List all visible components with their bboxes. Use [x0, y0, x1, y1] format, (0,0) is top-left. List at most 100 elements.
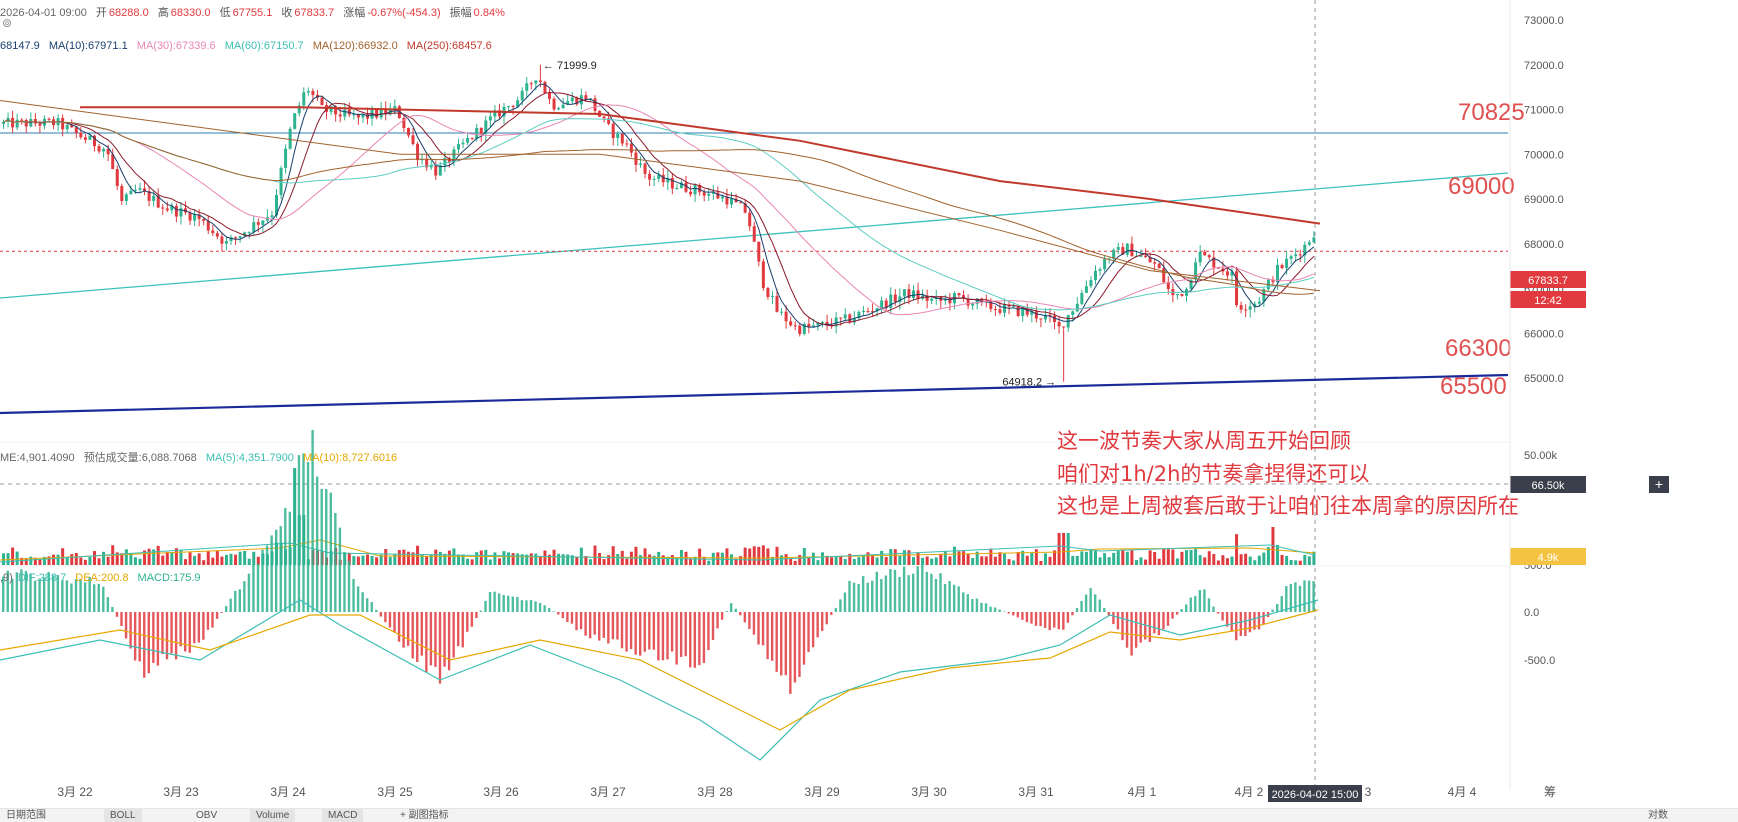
- macd-bar: [907, 575, 909, 612]
- macd-bar: [612, 612, 614, 639]
- macd-bar: [393, 612, 395, 632]
- volume-bar: [830, 557, 833, 565]
- candle-body: [302, 92, 305, 105]
- candle-body: [375, 110, 378, 118]
- candle-body: [462, 143, 465, 144]
- macd-bar: [675, 612, 677, 665]
- macd-bar: [766, 612, 768, 659]
- volume-bar: [1135, 560, 1138, 565]
- macd-bar: [953, 585, 955, 612]
- candle-body: [807, 324, 810, 327]
- macd-bar: [207, 612, 209, 630]
- candle-body: [1194, 262, 1197, 279]
- tab-date-range[interactable]: 日期范围: [6, 809, 46, 822]
- macd-bar: [716, 612, 718, 628]
- candle-body: [721, 196, 724, 198]
- macd-bar: [571, 612, 573, 624]
- candle-body: [1203, 252, 1206, 255]
- macd-bar: [1276, 604, 1278, 612]
- macd-bar: [348, 561, 350, 612]
- add-indicator-button[interactable]: + 副图指标: [400, 809, 449, 822]
- macd-bar: [407, 612, 409, 646]
- macd-bar: [252, 565, 254, 612]
- macd-bar: [971, 599, 973, 612]
- candle-body: [234, 237, 237, 238]
- candle-body: [1094, 271, 1097, 280]
- volume-bar: [243, 551, 246, 565]
- candle-body: [321, 98, 324, 105]
- tab-boll[interactable]: BOLL: [104, 809, 142, 822]
- volume-bar: [434, 550, 437, 565]
- candle-body: [471, 138, 474, 139]
- volume-bar: [184, 559, 187, 565]
- volume-bar: [562, 554, 565, 565]
- macd-bar: [521, 600, 523, 612]
- candle-body: [1017, 306, 1020, 316]
- candle-body: [994, 309, 997, 310]
- eye-icon[interactable]: ⊚: [2, 16, 12, 30]
- volume-bar: [1208, 551, 1211, 565]
- macd-bar: [134, 612, 136, 661]
- macd-bar: [898, 577, 900, 612]
- candle-body: [152, 196, 155, 201]
- volume-bar: [1049, 557, 1052, 565]
- candle-body: [34, 119, 37, 124]
- macd-bar: [1112, 612, 1114, 624]
- candle-body: [971, 304, 974, 306]
- volume-bar: [885, 557, 888, 565]
- candle-body: [280, 168, 283, 195]
- bar-date: 2026-04-01 09:00: [0, 7, 87, 19]
- candle-body: [1240, 305, 1243, 310]
- volume-bar: [211, 558, 214, 565]
- volume-bar: [1012, 560, 1015, 565]
- volume-bar: [716, 552, 719, 565]
- macd-bar: [739, 612, 741, 615]
- tab-macd[interactable]: MACD: [322, 809, 363, 822]
- macd-bar: [493, 592, 495, 612]
- macd-bar: [507, 596, 509, 612]
- price-tick: 66000.0: [1524, 328, 1564, 340]
- level-66300-label: 66300: [1445, 335, 1512, 362]
- volume-bar: [93, 551, 96, 565]
- candle-body: [630, 143, 633, 152]
- volume-bar: [967, 554, 970, 565]
- ma-readout: 68147.9 MA(10):67971.1 MA(30):67339.6 MA…: [0, 40, 498, 52]
- candle-body: [66, 125, 69, 129]
- candle-body: [739, 202, 742, 203]
- macd-bar: [193, 612, 195, 643]
- candle-body: [748, 213, 751, 227]
- macd-bar: [930, 574, 932, 612]
- volume-bar: [935, 557, 938, 565]
- candle-body: [653, 179, 656, 180]
- candle-body: [139, 188, 142, 189]
- macd-bar: [1126, 612, 1128, 648]
- macd-bar: [425, 612, 427, 672]
- candle-body: [1117, 247, 1120, 250]
- macd-bar: [1094, 594, 1096, 612]
- candle-body: [1103, 259, 1106, 269]
- macd-bar: [325, 489, 327, 612]
- candle-body: [407, 128, 410, 135]
- macd-bar: [830, 612, 832, 615]
- macd-bar: [170, 612, 172, 653]
- volume-bar: [1185, 550, 1188, 565]
- volume-bar: [725, 548, 728, 565]
- volume-bar: [480, 551, 483, 565]
- macd-bar: [125, 612, 127, 638]
- volume-bar: [1158, 559, 1161, 565]
- volume-bar: [1276, 545, 1279, 565]
- vol-ma5-value: MA(5):4,351.7900: [206, 452, 294, 464]
- candle-body: [1099, 269, 1102, 271]
- volume-bar: [812, 553, 815, 565]
- candle-body: [248, 232, 251, 233]
- tab-obv[interactable]: OBV: [196, 809, 217, 822]
- countdown-label: 12:42: [1534, 295, 1562, 307]
- volume-bar: [366, 555, 369, 565]
- volume-bar: [1194, 549, 1197, 565]
- macd-tick: -500.0: [1524, 655, 1555, 667]
- macd-bar: [1117, 612, 1119, 629]
- macd-bar: [634, 612, 636, 655]
- tab-volume[interactable]: Volume: [250, 809, 295, 822]
- log-scale-toggle[interactable]: 对数: [1648, 809, 1668, 822]
